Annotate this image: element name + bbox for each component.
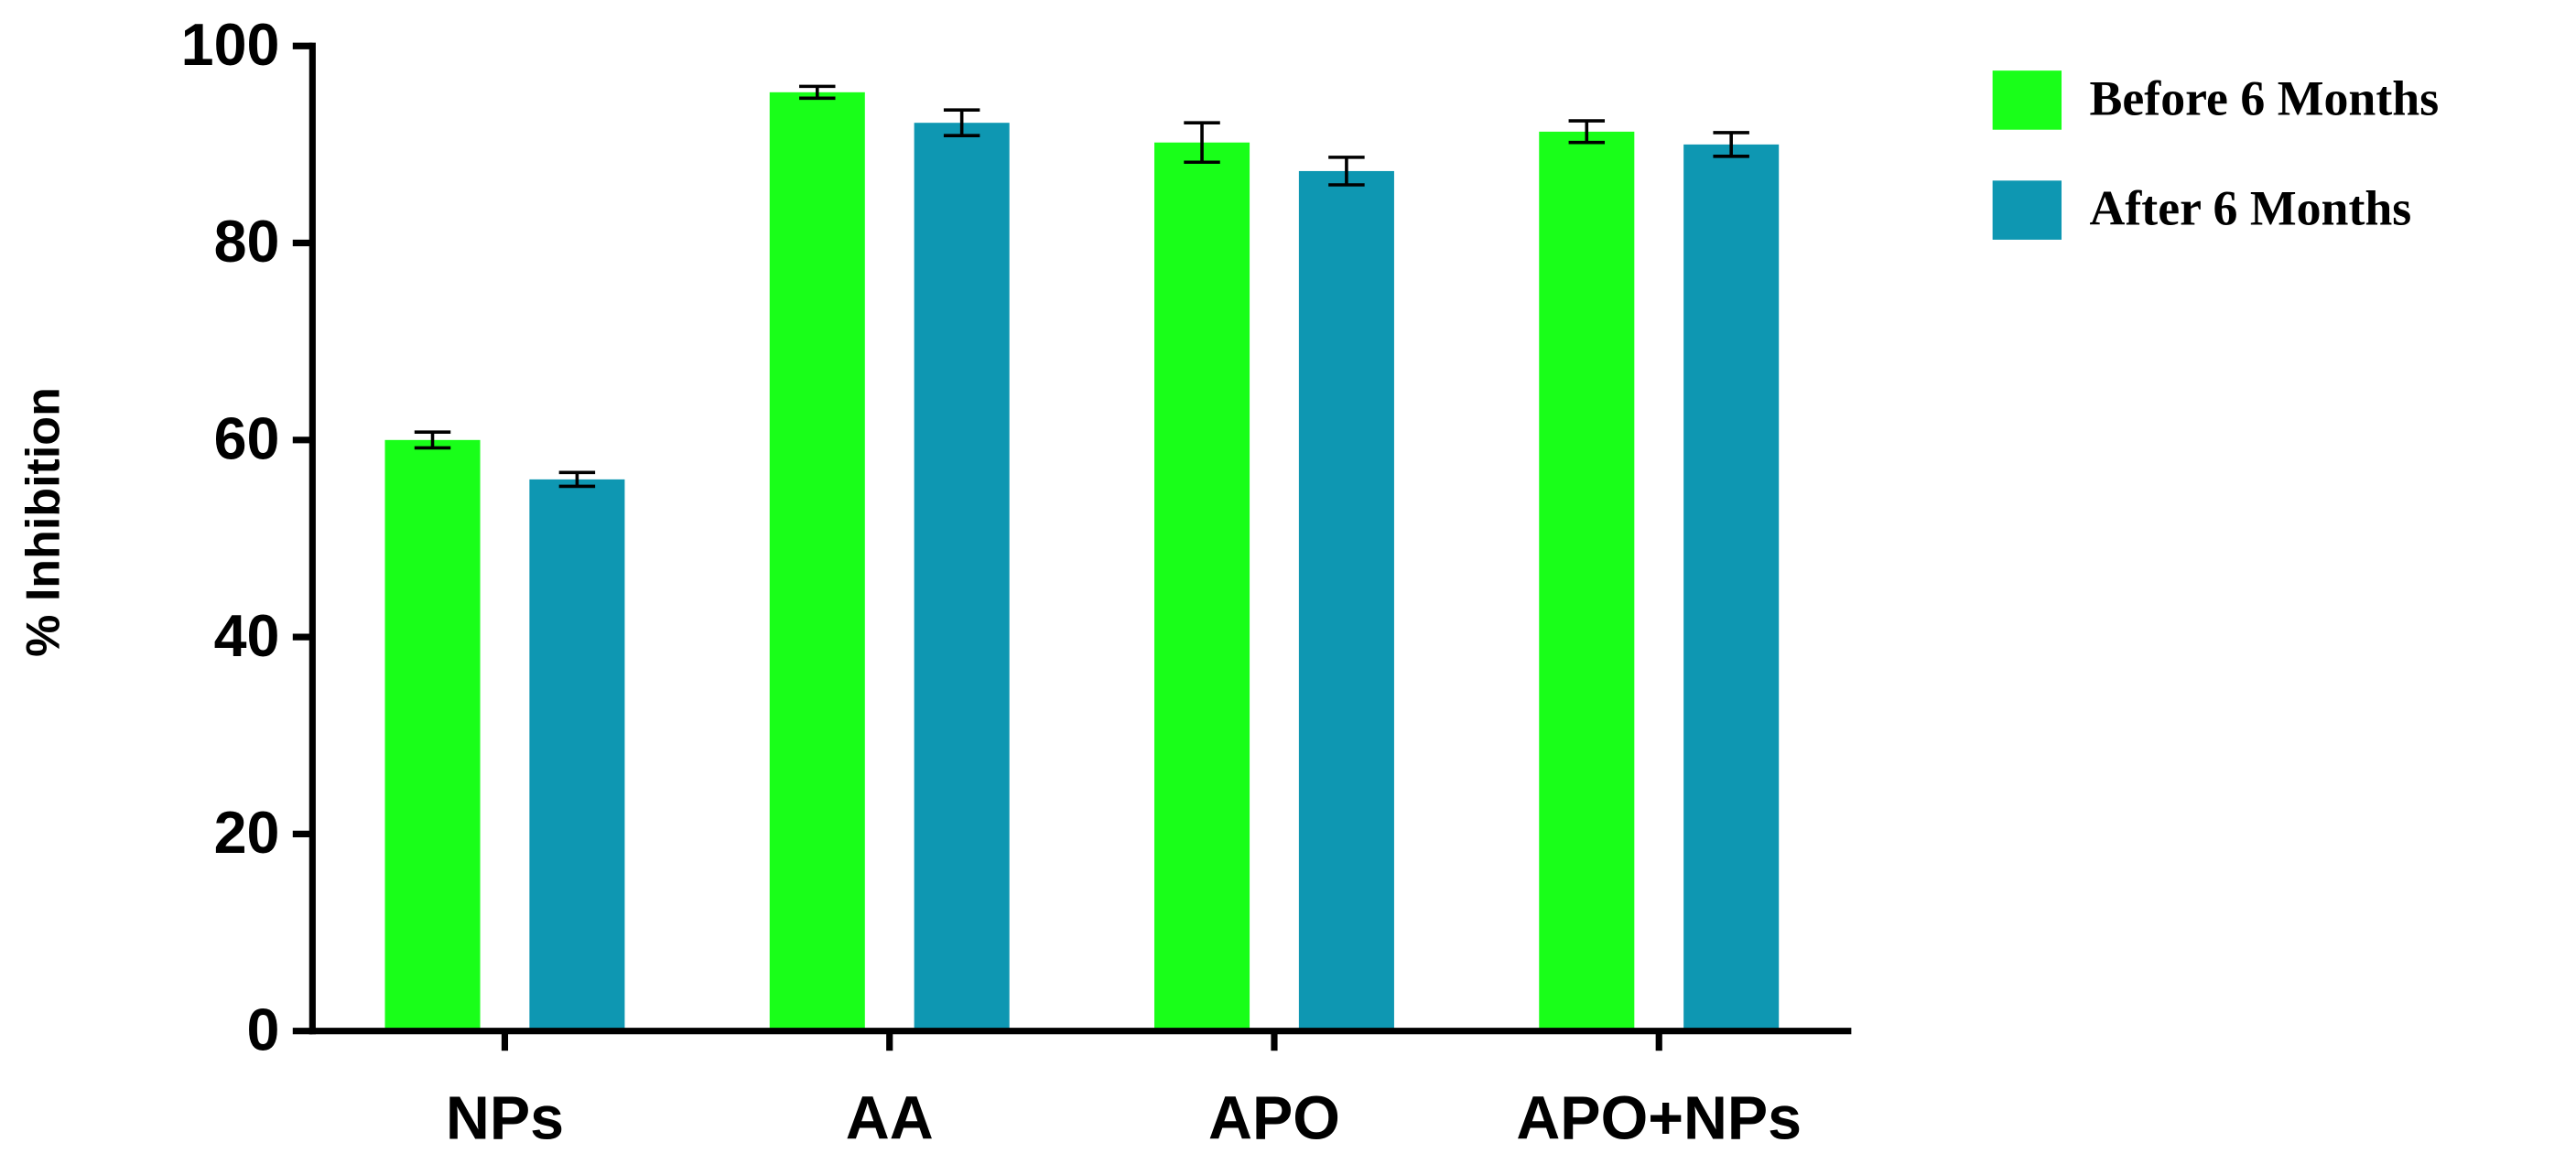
x-tick-label: AA [846, 1085, 934, 1153]
x-tick-label: APO+NPs [1516, 1085, 1802, 1153]
legend-swatch [1992, 70, 2062, 130]
legend-label: Before 6 Months [2090, 70, 2440, 125]
bar [384, 439, 481, 1031]
bar [1683, 144, 1780, 1031]
x-tick-label: NPs [446, 1085, 564, 1153]
bar [914, 123, 1010, 1031]
bar [1298, 170, 1394, 1031]
y-tick-label: 60 [214, 405, 280, 471]
y-tick-label: 40 [214, 603, 280, 669]
bar [1154, 142, 1250, 1031]
x-tick-label: APO [1208, 1085, 1340, 1153]
y-tick-label: 20 [214, 800, 280, 866]
y-tick-label: 80 [214, 209, 280, 275]
bar [769, 92, 865, 1031]
bar [529, 479, 625, 1031]
legend-label: After 6 Months [2090, 181, 2412, 236]
y-tick-label: 0 [247, 997, 280, 1062]
bar [1539, 131, 1635, 1031]
legend-swatch [1992, 180, 2062, 240]
y-axis-label: % Inhibition [16, 387, 70, 657]
y-tick-label: 100 [181, 12, 280, 78]
